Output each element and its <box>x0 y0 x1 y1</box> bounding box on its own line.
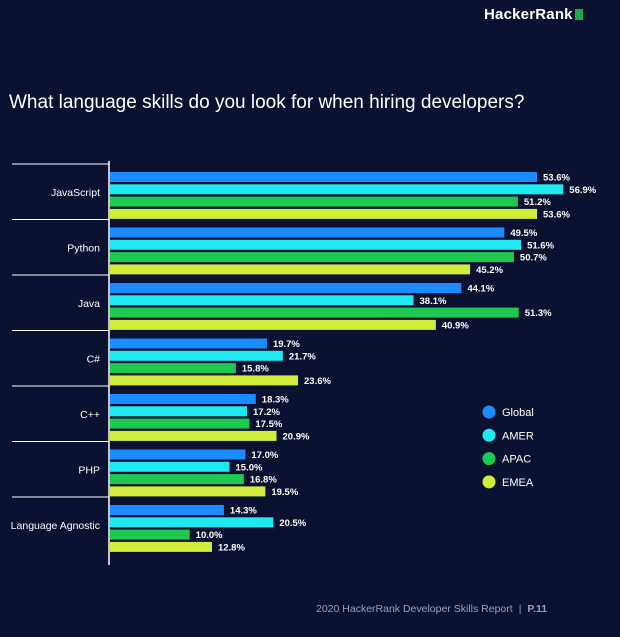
bar-apac <box>110 529 190 540</box>
bar-amer <box>110 461 230 472</box>
bar-emea <box>110 541 212 552</box>
brand-mark-icon <box>574 9 583 20</box>
data-label: 23.6% <box>304 376 331 387</box>
data-label: 21.7% <box>289 351 316 362</box>
legend-label: EMEA <box>502 477 534 489</box>
legend-swatch-global <box>482 405 496 419</box>
data-label: 53.6% <box>543 209 570 220</box>
data-label: 15.0% <box>236 462 263 473</box>
data-label: 50.7% <box>520 253 547 264</box>
bar-emea <box>110 264 471 275</box>
bar-global <box>110 394 256 404</box>
data-label: 44.1% <box>467 284 494 295</box>
data-label: 19.7% <box>273 339 300 350</box>
data-label: 17.2% <box>253 407 280 418</box>
data-label: 12.8% <box>218 542 245 553</box>
category-label: C++ <box>80 409 100 421</box>
footer: 2020 HackerRank Developer Skills Report |… <box>316 603 547 615</box>
data-label: 16.8% <box>250 475 277 486</box>
data-label: 40.9% <box>442 320 469 331</box>
category-label: Java <box>78 298 100 310</box>
legend-label: Global <box>502 407 534 419</box>
bar-global <box>110 172 538 182</box>
data-label: 14.3% <box>230 506 257 517</box>
data-label: 20.9% <box>283 431 310 442</box>
bar-global <box>110 338 267 349</box>
bar-global <box>110 227 505 238</box>
category-label: Python <box>67 242 100 254</box>
bar-amer <box>110 239 522 250</box>
data-label: 10.0% <box>196 530 223 541</box>
bar-global <box>110 505 224 515</box>
data-label: 51.3% <box>525 308 552 319</box>
bar-apac <box>110 474 244 485</box>
bar-amer <box>110 184 564 195</box>
bar-emea <box>110 486 266 497</box>
category-label: PHP <box>78 464 100 476</box>
bar-amer <box>110 406 248 417</box>
legend-label: AMER <box>502 430 534 442</box>
bar-apac <box>110 307 519 318</box>
data-label: 18.3% <box>262 395 289 406</box>
bar-amer <box>110 350 283 361</box>
bar-global <box>110 449 246 460</box>
bar-apac <box>110 196 518 207</box>
page-title: What language skills do you look for whe… <box>9 92 525 113</box>
data-label: 19.5% <box>271 487 298 498</box>
footer-report: 2020 HackerRank Developer Skills Report <box>316 603 513 615</box>
category-label: C# <box>87 353 101 365</box>
data-label: 56.9% <box>569 185 596 196</box>
data-label: 53.6% <box>543 173 570 184</box>
bar-amer <box>110 517 274 528</box>
brand-logo: HackerRank <box>484 6 583 23</box>
legend-label: APAC <box>502 454 531 466</box>
legend-swatch-emea <box>482 475 496 489</box>
bar-emea <box>110 430 277 441</box>
data-label: 17.5% <box>255 419 282 430</box>
bar-apac <box>110 418 250 429</box>
bar-apac <box>110 252 514 263</box>
footer-page-number: P.11 <box>527 603 548 615</box>
category-label: Language Agnostic <box>11 520 100 532</box>
footer-separator: | <box>518 603 522 615</box>
data-label: 51.2% <box>524 197 551 208</box>
data-label: 45.2% <box>476 265 503 276</box>
bar-apac <box>110 363 236 374</box>
data-label: 49.5% <box>510 228 537 239</box>
brand-name: HackerRank <box>484 6 573 23</box>
data-label: 38.1% <box>420 296 447 307</box>
bar-amer <box>110 295 414 306</box>
category-label: JavaScript <box>51 187 100 199</box>
bar-global <box>110 283 462 293</box>
data-label: 17.0% <box>251 450 278 461</box>
data-label: 20.5% <box>279 518 306 529</box>
data-label: 15.8% <box>242 364 269 375</box>
legend-swatch-amer <box>482 428 496 442</box>
bar-emea <box>110 319 436 330</box>
bar-emea <box>110 208 538 219</box>
legend-swatch-apac <box>482 452 496 466</box>
data-label: 51.6% <box>527 240 554 251</box>
bar-emea <box>110 375 299 386</box>
